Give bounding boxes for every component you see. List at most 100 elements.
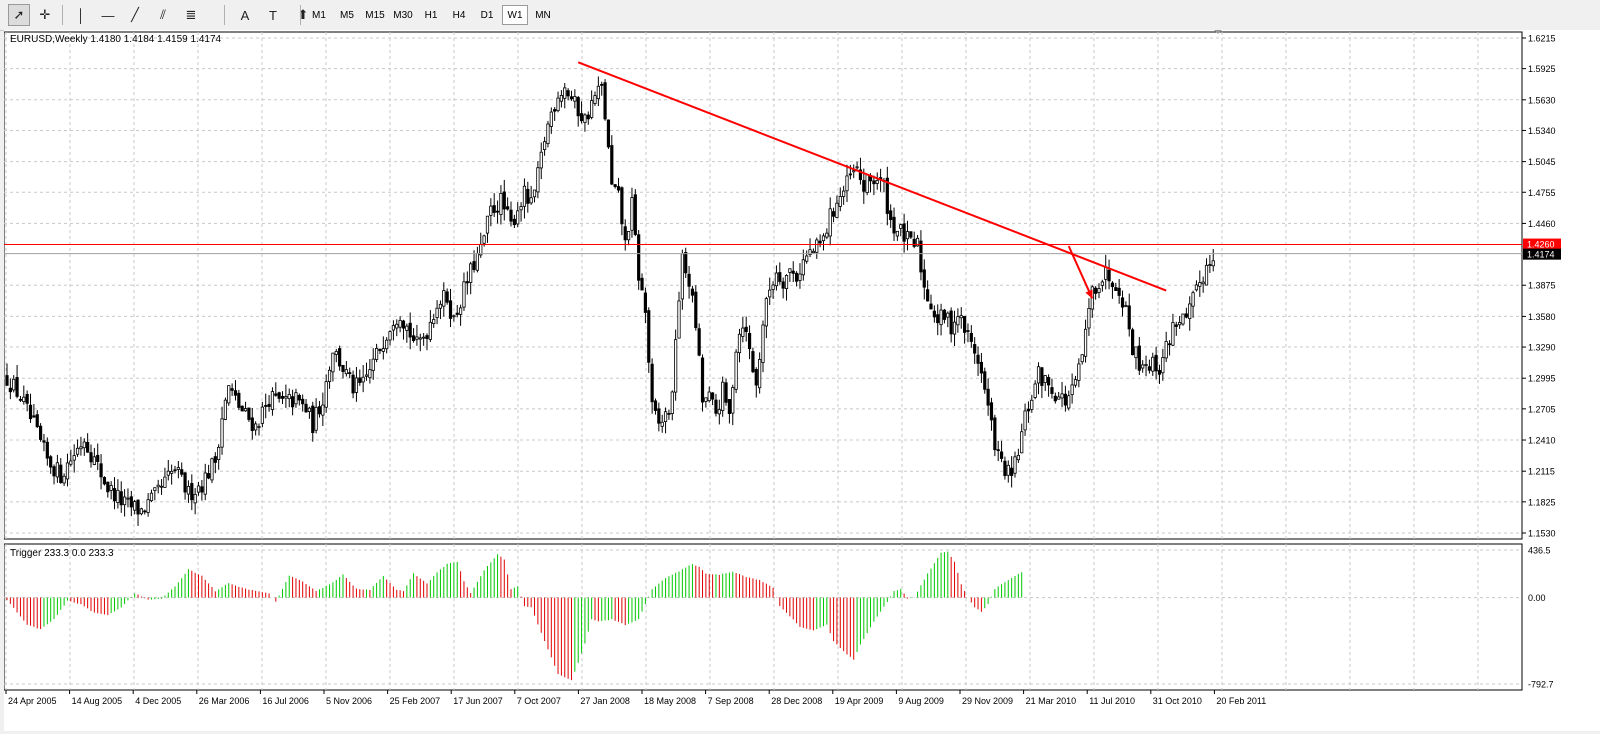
- price-tick-label: 1.3580: [1528, 312, 1556, 322]
- bull-candle: [559, 95, 564, 102]
- bear-candle: [999, 451, 1004, 459]
- drawings[interactable]: [4, 61, 1522, 299]
- price-tick-label: 1.2995: [1528, 374, 1556, 384]
- bear-candle: [264, 405, 268, 407]
- bull-candle: [1204, 264, 1209, 286]
- trigger-indicator: [6, 551, 1023, 681]
- bear-candle: [1047, 377, 1051, 386]
- bear-candle: [781, 281, 785, 289]
- time-tick-label: 9 Aug 2009: [898, 696, 944, 706]
- bull-candle: [75, 447, 80, 455]
- bear-candle: [727, 399, 732, 414]
- bull-candle: [475, 253, 480, 271]
- chart-shift-marker[interactable]: [1214, 30, 1222, 34]
- bear-candle: [586, 114, 590, 120]
- timeframe-h1-button[interactable]: H1: [424, 9, 438, 21]
- price-tick-label: 1.5340: [1528, 126, 1556, 136]
- arrows-tool[interactable]: ⬆: [297, 7, 309, 22]
- toolbar-separator: [62, 5, 63, 25]
- bear-candle: [18, 398, 23, 401]
- bull-candle: [163, 476, 167, 488]
- timeframe-m5-button[interactable]: M5: [340, 9, 354, 21]
- bull-candle: [126, 497, 130, 500]
- bear-candle: [89, 452, 93, 463]
- bear-candle: [96, 454, 100, 462]
- bull-candle: [1191, 292, 1195, 307]
- bear-candle: [892, 216, 896, 234]
- bull-candle: [193, 493, 197, 504]
- bull-candle: [395, 323, 399, 329]
- text-tool[interactable]: A: [240, 7, 250, 23]
- bear-candle: [724, 382, 728, 403]
- bull-candle: [788, 268, 792, 273]
- trendline-tool[interactable]: ╱: [131, 7, 139, 22]
- text-label-tool[interactable]: T: [269, 7, 277, 23]
- bull-candle: [170, 470, 174, 474]
- bear-candle: [885, 177, 889, 214]
- bull-candle: [596, 85, 600, 100]
- bear-candle: [1157, 370, 1162, 375]
- bear-candle: [996, 449, 1000, 452]
- bull-candle: [334, 351, 338, 355]
- timeframe-h4-button[interactable]: H4: [452, 9, 466, 21]
- indicator-tick-label: -792.7: [1528, 680, 1554, 690]
- bull-candle: [821, 235, 826, 242]
- bear-candle: [1127, 305, 1131, 330]
- bull-candle: [368, 369, 372, 379]
- timeframe-m15-button[interactable]: M15: [365, 9, 385, 21]
- bull-candle: [734, 351, 738, 390]
- bull-candle: [663, 411, 668, 422]
- bear-candle: [687, 273, 691, 287]
- horizontal-line-tool[interactable]: —: [101, 7, 115, 23]
- cursor-tool[interactable]: ➚: [8, 4, 30, 26]
- bear-candle: [993, 417, 997, 451]
- bull-candle: [771, 284, 775, 290]
- bear-candle: [831, 211, 836, 217]
- bull-candle: [287, 393, 291, 400]
- down-arrow-line[interactable]: [1067, 245, 1094, 299]
- bull-candle: [499, 193, 503, 215]
- bear-candle: [1040, 367, 1044, 386]
- timeframe-mn-button[interactable]: MN: [535, 9, 551, 21]
- bull-candle: [139, 508, 143, 515]
- bear-candle: [653, 400, 658, 411]
- bull-candle: [210, 458, 214, 481]
- bear-candle: [472, 261, 476, 270]
- bull-candle: [1178, 322, 1182, 326]
- bull-candle: [257, 426, 261, 428]
- bear-candle: [32, 415, 36, 418]
- bull-candle: [371, 358, 375, 371]
- chart-window[interactable]: 1.6215 1.5925 1.5630 1.5340 1.5045 1.4755 1.44…: [3, 30, 1600, 731]
- bear-candle: [633, 194, 637, 235]
- bear-candle: [5, 375, 9, 386]
- bear-candle: [553, 109, 557, 112]
- bear-candle: [512, 218, 516, 226]
- bull-candle: [159, 485, 164, 488]
- indicator-pane[interactable]: [3, 543, 1523, 691]
- time-tick-label: 24 Apr 2005: [8, 696, 57, 706]
- bear-candle: [280, 395, 285, 399]
- timeframe-w1-button[interactable]: W1: [502, 5, 528, 25]
- price-tick-label: 1.1530: [1528, 529, 1556, 539]
- bull-candle: [915, 237, 920, 247]
- timeframe-d1-button[interactable]: D1: [480, 9, 494, 21]
- timeframe-m30-button[interactable]: M30: [393, 9, 413, 21]
- equidistant-channel-tool[interactable]: ⫽: [160, 7, 166, 22]
- bull-candle: [485, 215, 490, 234]
- timeframe-m1-button[interactable]: M1: [312, 9, 326, 21]
- fibonacci-tool[interactable]: ≣: [185, 7, 197, 22]
- crosshair-tool[interactable]: ✛: [39, 7, 51, 22]
- chart-svg[interactable]: 1.6215 1.5925 1.5630 1.5340 1.5045 1.4755 1.44…: [3, 30, 1600, 731]
- bear-candle: [1120, 297, 1125, 308]
- bear-candle: [640, 277, 644, 291]
- down-arrow-head[interactable]: [1085, 289, 1093, 299]
- bear-candle: [942, 309, 947, 320]
- bear-candle: [317, 406, 322, 415]
- bear-candle: [297, 395, 301, 401]
- bull-candle: [1070, 384, 1074, 395]
- price-tick-label: 1.4460: [1528, 219, 1556, 229]
- resistance-trendline[interactable]: [577, 61, 1167, 292]
- vertical-line-tool[interactable]: │: [76, 7, 86, 23]
- bull-candle: [590, 100, 594, 118]
- current-price-label: 1.4174: [1527, 250, 1555, 260]
